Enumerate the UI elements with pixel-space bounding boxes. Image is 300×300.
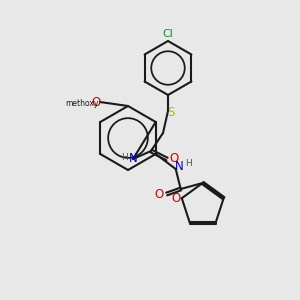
- Text: N: N: [175, 160, 184, 173]
- Text: O: O: [171, 192, 180, 205]
- Text: O: O: [154, 188, 163, 200]
- Text: Cl: Cl: [163, 29, 173, 39]
- Text: O: O: [169, 152, 178, 166]
- Text: N: N: [129, 152, 137, 166]
- Text: methoxy: methoxy: [65, 100, 99, 109]
- Text: O: O: [92, 95, 100, 109]
- Text: H: H: [185, 160, 192, 169]
- Text: H: H: [122, 152, 128, 161]
- Text: S: S: [167, 106, 175, 118]
